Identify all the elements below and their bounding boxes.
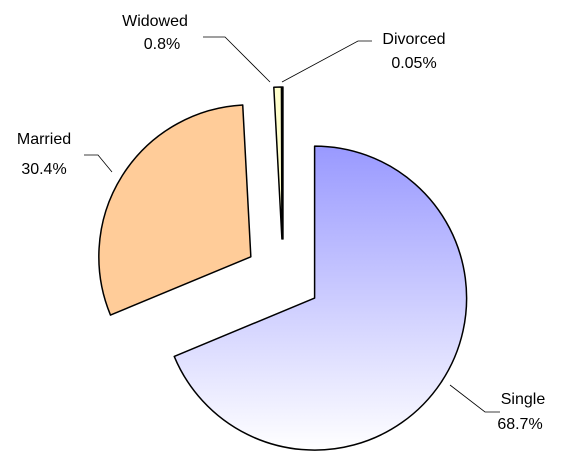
leader-line: [84, 154, 113, 173]
pie: [98, 86, 468, 451]
slice-label: Divorced: [382, 31, 445, 48]
slice-label: Single: [501, 391, 546, 408]
pie-slice: [173, 145, 468, 451]
leader-line: [449, 384, 500, 413]
value-label: 30.4%: [21, 161, 66, 178]
slice-label: Married: [17, 131, 71, 148]
value-label: 0.05%: [391, 55, 436, 72]
pie-slice: [273, 86, 283, 240]
value-label: 0.8%: [144, 36, 180, 53]
leader-line: [203, 36, 271, 83]
leader-line: [281, 40, 372, 83]
pie-slice: [98, 104, 252, 316]
value-label: 68.7%: [497, 416, 542, 433]
slice-label: Widowed: [122, 13, 188, 30]
